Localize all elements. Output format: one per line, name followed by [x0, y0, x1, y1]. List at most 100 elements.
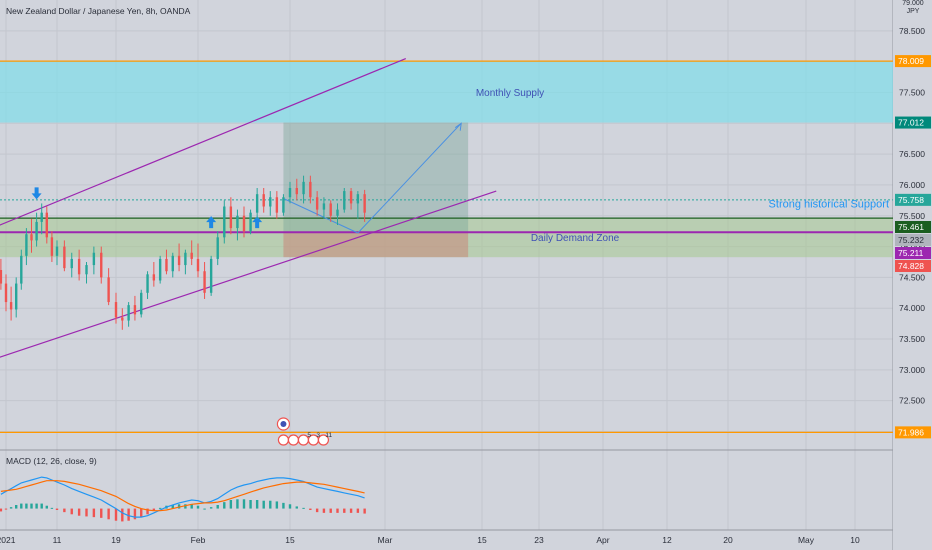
candle-body [100, 252, 103, 278]
price-label-bg [895, 247, 931, 259]
candle-body [242, 215, 246, 232]
candle-body [85, 265, 88, 275]
price-label-bg [895, 116, 931, 129]
channel-upper [0, 58, 407, 226]
macd-histogram-bar [269, 500, 272, 509]
macd-histogram-bar [127, 508, 130, 521]
price-label: 77.012 [898, 118, 924, 128]
candle-body [363, 194, 366, 213]
macd-histogram-bar [336, 508, 339, 513]
macd-histogram-bar [146, 508, 149, 515]
candle-body [121, 317, 124, 321]
macd-histogram-bar [216, 505, 219, 509]
price-axis: JPY79.00078.50078.00077.50077.00076.5007… [893, 0, 932, 550]
macd-histogram-bar [107, 508, 110, 520]
price-tick-label: 75.500 [899, 211, 925, 221]
candle-body [165, 258, 168, 272]
time-label: 15 [477, 535, 487, 545]
macd-histogram-bar [275, 501, 279, 509]
macd-histogram-bar [0, 508, 3, 512]
candle-body [336, 209, 339, 216]
macd-histogram-bar [229, 500, 233, 509]
candle-body [177, 255, 181, 266]
symbol-title[interactable]: New Zealand Dollar / Japanese Yen, 8h, O… [6, 6, 191, 16]
event-dot-icon [287, 434, 300, 446]
price-tick-label: 76.500 [899, 149, 925, 159]
macd-line [0, 476, 365, 518]
macd-histogram-bar [343, 508, 346, 513]
macd-histogram-bar [85, 508, 88, 517]
macd-histogram-bar [9, 507, 13, 509]
arrow-up-marker-1 [206, 216, 217, 229]
candle-body [9, 302, 13, 310]
macd-histogram-bar [190, 504, 193, 509]
candle-body [356, 194, 360, 204]
top-clip-label: 79.000 [902, 0, 924, 7]
macd-histogram-bar [40, 503, 43, 509]
signal-line [0, 480, 365, 512]
macd-histogram-bar [30, 503, 33, 509]
candle-body [158, 258, 162, 281]
macd-histogram-bar [55, 508, 59, 510]
candle-body [236, 215, 239, 229]
candle-body [127, 305, 130, 321]
candle-body [209, 258, 213, 293]
support-annotation: Strong historical Support [769, 199, 889, 211]
price-label-bg [895, 260, 931, 272]
projection-arrowhead [454, 122, 462, 131]
candle-body [152, 274, 156, 281]
event-count: 3 [316, 432, 320, 439]
candle-body [4, 283, 8, 303]
macd-histogram-bar [4, 508, 8, 510]
macd-histogram-bar [77, 508, 81, 516]
candle-body [282, 197, 285, 213]
time-label: 15 [285, 535, 295, 545]
macd-histogram-bar [236, 499, 239, 509]
price-tick-label: 77.500 [899, 87, 925, 97]
macd-histogram-bar [121, 508, 124, 522]
projection-up [357, 122, 462, 234]
macd-histogram-bar [100, 508, 103, 518]
macd-histogram-bar [322, 508, 326, 513]
candle-body [114, 302, 118, 318]
candle-body [203, 271, 206, 293]
macd-histogram-bar [309, 508, 312, 510]
candle-body [140, 292, 143, 315]
macd-histogram-bar [63, 508, 66, 513]
macd-histogram-bar [356, 508, 360, 513]
candle-body [92, 252, 96, 266]
price-tick-label: 76.000 [899, 180, 925, 190]
macd-histogram-bar [223, 502, 226, 509]
candle-body [55, 246, 59, 256]
candle-body [196, 258, 200, 272]
price-label-bg [895, 55, 931, 68]
candle-body [171, 255, 174, 272]
target-box [283, 122, 469, 233]
macd-pane-bg [0, 450, 893, 530]
candle-body [275, 197, 279, 213]
event-count: 5 [307, 432, 311, 439]
time-label: Feb [191, 535, 206, 545]
macd-histogram-bar [20, 503, 23, 509]
price-tick-label: 74.500 [899, 272, 925, 282]
macd-histogram-bar [282, 502, 285, 509]
candle-body [146, 274, 149, 293]
macd-histogram-bar [196, 505, 200, 509]
event-markers: 5 3 11 [276, 417, 333, 446]
macd-histogram-bar [302, 507, 305, 509]
macd-histogram-bar [114, 508, 118, 521]
supply-zone-label: Monthly Supply [476, 88, 544, 99]
macd-histogram-bar [140, 508, 143, 518]
macd-histogram-bar [50, 507, 54, 509]
event-dot-icon [277, 434, 290, 446]
candle-body [223, 206, 226, 238]
candle-body [0, 270, 3, 284]
event-flag-inner [280, 421, 287, 427]
macd-histogram-bar [315, 508, 319, 513]
macd-histogram-bar [288, 504, 292, 509]
candle-body [249, 212, 252, 232]
macd-title[interactable]: MACD (12, 26, close, 9) [6, 456, 97, 466]
candle-body [309, 181, 312, 198]
